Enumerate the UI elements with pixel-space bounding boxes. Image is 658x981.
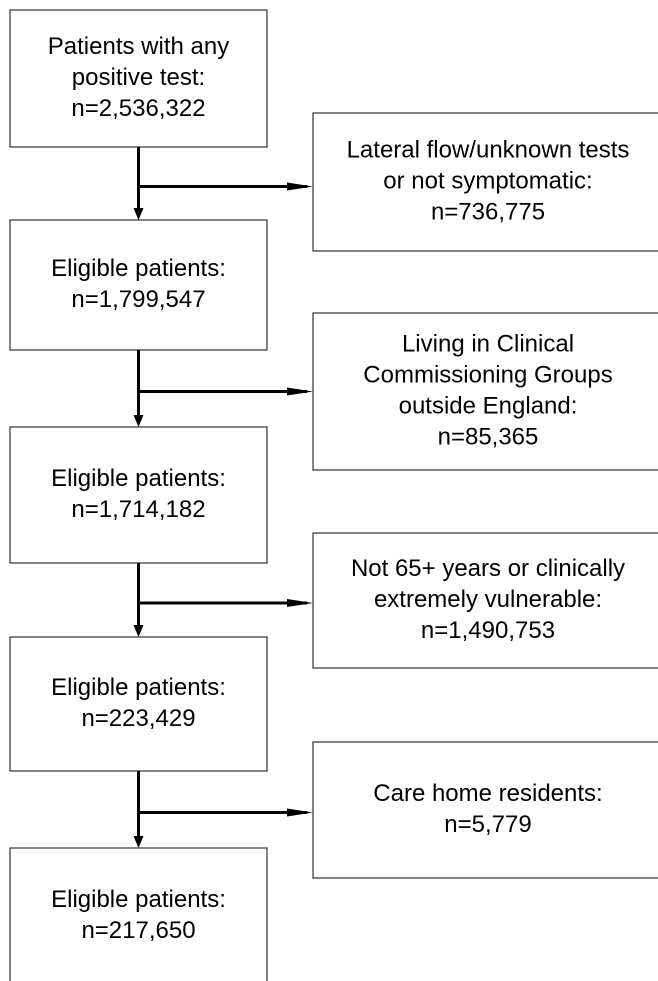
arrowhead — [287, 387, 313, 396]
exclusion-text: n=736,775 — [431, 198, 545, 225]
arrowhead — [133, 208, 144, 220]
exclusion-text: or not symptomatic: — [383, 167, 592, 194]
step-box — [9, 9, 268, 148]
arrowhead — [133, 415, 144, 427]
step-text: n=223,429 — [81, 705, 195, 732]
arrowhead — [133, 625, 144, 637]
step-text: Eligible patients: — [51, 465, 226, 492]
step-text: Eligible patients: — [51, 674, 226, 701]
exclusion-text: Commissioning Groups — [363, 361, 612, 388]
exclusion-text: extremely vulnerable: — [374, 586, 602, 613]
step-text: n=1,714,182 — [71, 496, 205, 523]
step-text: n=2,536,322 — [71, 95, 205, 122]
step-text: n=1,799,547 — [71, 286, 205, 313]
exclusion-box — [312, 532, 658, 669]
exclusion-text: n=5,779 — [444, 811, 531, 838]
exclusion-text: Not 65+ years or clinically — [351, 555, 625, 582]
exclusion-text: Care home residents: — [373, 780, 602, 807]
step-text: Eligible patients: — [51, 255, 226, 282]
arrowhead — [287, 182, 313, 191]
exclusion-box — [312, 312, 658, 471]
arrowhead — [287, 599, 313, 607]
arrowhead — [287, 808, 313, 817]
exclusion-text: n=85,365 — [438, 423, 539, 450]
step-text: positive test: — [72, 64, 205, 91]
exclusion-text: Lateral flow/unknown tests — [347, 136, 630, 163]
step-box — [9, 847, 268, 981]
exclusion-text: outside England: — [399, 392, 578, 419]
exclusion-text: Living in Clinical — [402, 330, 574, 357]
step-box — [9, 636, 268, 772]
exclusion-text: n=1,490,753 — [421, 617, 555, 644]
exclusion-box — [312, 112, 658, 252]
exclusion-box — [312, 741, 658, 879]
step-box — [9, 219, 268, 351]
step-text: n=217,650 — [81, 917, 195, 944]
step-text: Patients with any — [48, 33, 229, 60]
arrowhead — [133, 836, 144, 848]
step-text: Eligible patients: — [51, 886, 226, 913]
